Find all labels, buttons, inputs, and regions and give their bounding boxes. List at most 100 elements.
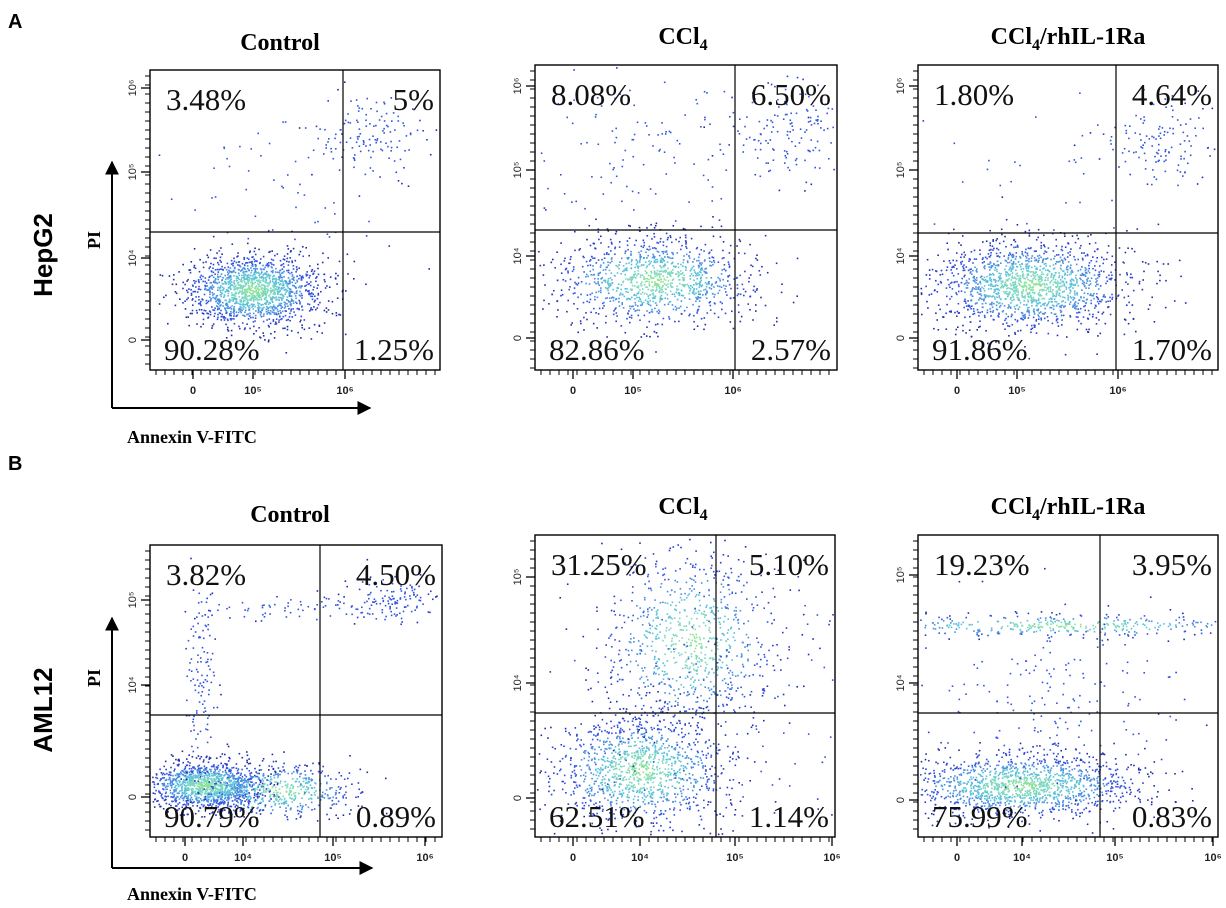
event-dot xyxy=(1189,118,1192,120)
event-dot xyxy=(1059,305,1062,307)
event-dot xyxy=(993,285,995,288)
event-dot xyxy=(257,311,259,314)
event-dot xyxy=(289,280,291,282)
event-dot xyxy=(799,128,802,130)
event-dot xyxy=(696,310,699,312)
event-dot xyxy=(1024,281,1027,283)
event-dot xyxy=(934,289,936,291)
event-dot xyxy=(577,331,579,334)
event-dot xyxy=(625,278,627,280)
event-dot xyxy=(208,288,210,291)
event-dot xyxy=(998,295,1000,297)
event-dot xyxy=(994,298,996,300)
event-dot xyxy=(680,312,683,315)
event-dot xyxy=(307,290,310,293)
event-dot xyxy=(323,309,326,312)
event-dot xyxy=(627,258,629,260)
event-dot xyxy=(568,262,571,264)
event-dot xyxy=(282,297,284,299)
event-dot xyxy=(1059,289,1061,291)
event-dot xyxy=(1036,283,1039,286)
event-dot xyxy=(329,276,332,278)
event-dot xyxy=(981,303,984,305)
event-dot xyxy=(255,289,257,291)
event-dot xyxy=(277,292,279,294)
event-dot xyxy=(1081,265,1083,268)
event-dot xyxy=(699,296,702,299)
event-dot xyxy=(817,122,819,125)
event-dot xyxy=(616,265,619,268)
event-dot xyxy=(1083,292,1086,294)
event-dot xyxy=(282,263,285,265)
event-dot xyxy=(339,129,342,131)
event-dot xyxy=(1056,334,1059,337)
event-dot xyxy=(560,294,562,297)
event-dot xyxy=(227,319,229,322)
event-dot xyxy=(755,289,758,291)
event-dot xyxy=(1062,262,1064,264)
event-dot xyxy=(387,125,389,128)
event-dot xyxy=(721,257,724,260)
event-dot xyxy=(695,300,697,303)
event-dot xyxy=(988,263,991,265)
event-dot xyxy=(630,279,633,281)
event-dot xyxy=(1077,311,1080,314)
y-axis-label-pi-b: PI xyxy=(84,669,104,687)
event-dot xyxy=(713,259,715,262)
event-dot xyxy=(317,292,320,295)
event-dot xyxy=(662,265,665,268)
event-dot xyxy=(647,274,650,277)
event-dot xyxy=(282,283,284,285)
event-dot xyxy=(696,277,698,280)
event-dot xyxy=(612,288,614,291)
event-dot xyxy=(1060,314,1063,317)
event-dot xyxy=(237,302,239,305)
event-dot xyxy=(1063,290,1065,293)
event-dot xyxy=(639,255,641,258)
event-dot xyxy=(254,277,257,279)
event-dot xyxy=(244,283,247,285)
event-dot xyxy=(1060,259,1063,261)
event-dot xyxy=(653,284,656,287)
event-dot xyxy=(638,251,640,254)
event-dot xyxy=(1064,272,1066,275)
event-dot xyxy=(657,134,659,136)
event-dot xyxy=(648,260,650,262)
event-dot xyxy=(429,153,432,156)
event-dot xyxy=(246,279,249,281)
event-dot xyxy=(580,281,583,283)
event-dot xyxy=(567,272,569,274)
event-dot xyxy=(241,285,243,288)
event-dot xyxy=(624,288,627,290)
event-dot xyxy=(672,272,674,274)
event-dot xyxy=(641,264,643,266)
event-dot xyxy=(1171,95,1174,97)
event-dot xyxy=(1016,285,1018,287)
event-dot xyxy=(361,107,364,110)
event-dot xyxy=(1069,267,1072,270)
event-dot xyxy=(732,327,735,330)
event-dot xyxy=(1023,300,1026,302)
event-dot xyxy=(682,265,684,267)
event-dot xyxy=(999,287,1002,289)
event-dot xyxy=(262,335,265,337)
event-dot xyxy=(1075,308,1077,310)
event-dot xyxy=(976,308,979,311)
event-dot xyxy=(804,93,807,96)
event-dot xyxy=(991,265,994,267)
event-dot xyxy=(988,249,991,252)
event-dot xyxy=(605,315,607,318)
event-dot xyxy=(973,279,975,282)
event-dot xyxy=(246,277,248,280)
event-dot xyxy=(215,295,218,297)
event-dot xyxy=(700,225,702,228)
event-dot xyxy=(195,296,197,298)
event-dot xyxy=(680,248,682,251)
event-dot xyxy=(243,278,246,280)
event-dot xyxy=(690,285,692,287)
event-dot xyxy=(788,137,790,140)
event-dot xyxy=(574,230,576,233)
event-dot xyxy=(1062,300,1064,302)
event-dot xyxy=(1022,316,1025,318)
event-dot xyxy=(254,276,257,278)
